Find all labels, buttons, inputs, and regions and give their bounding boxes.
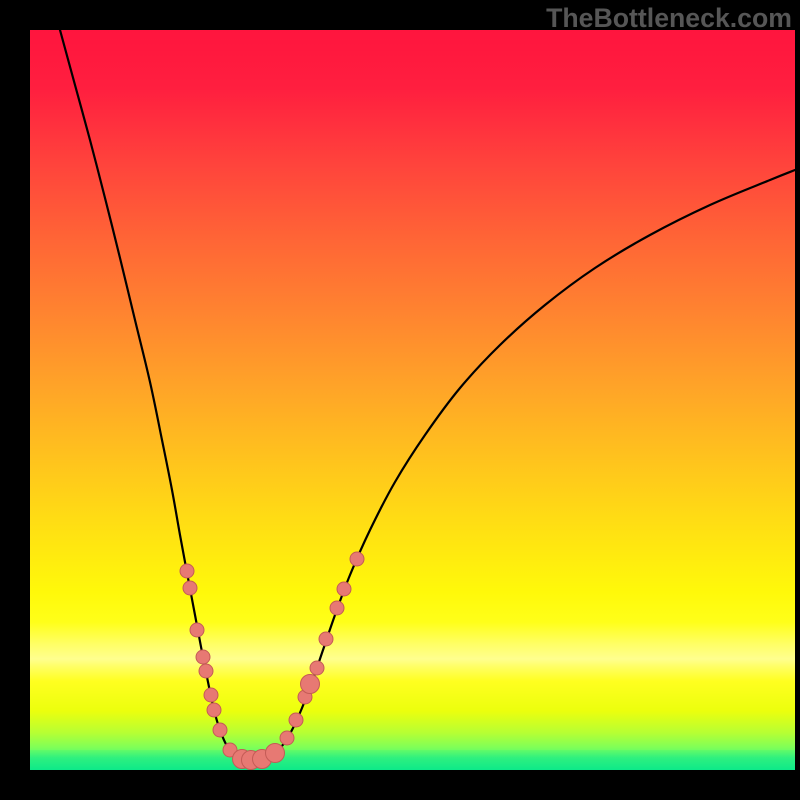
bottleneck-curve xyxy=(30,30,795,770)
curve-right-branch xyxy=(255,170,795,760)
right-marker xyxy=(301,675,320,694)
frame-right xyxy=(795,0,800,800)
right-marker xyxy=(280,731,294,745)
left-marker xyxy=(213,723,227,737)
frame-left xyxy=(0,0,30,800)
right-marker xyxy=(337,582,351,596)
watermark-text: TheBottleneck.com xyxy=(546,3,792,34)
plot-area xyxy=(30,30,795,770)
left-marker xyxy=(199,664,213,678)
bottom-marker xyxy=(266,744,285,763)
right-marker xyxy=(330,601,344,615)
right-marker xyxy=(350,552,364,566)
left-marker xyxy=(204,688,218,702)
left-marker xyxy=(196,650,210,664)
left-marker xyxy=(183,581,197,595)
right-marker xyxy=(319,632,333,646)
left-marker xyxy=(180,564,194,578)
left-marker xyxy=(190,623,204,637)
left-marker xyxy=(207,703,221,717)
right-marker xyxy=(289,713,303,727)
frame-bottom xyxy=(0,770,800,800)
right-marker xyxy=(310,661,324,675)
curve-left-branch xyxy=(60,30,255,760)
